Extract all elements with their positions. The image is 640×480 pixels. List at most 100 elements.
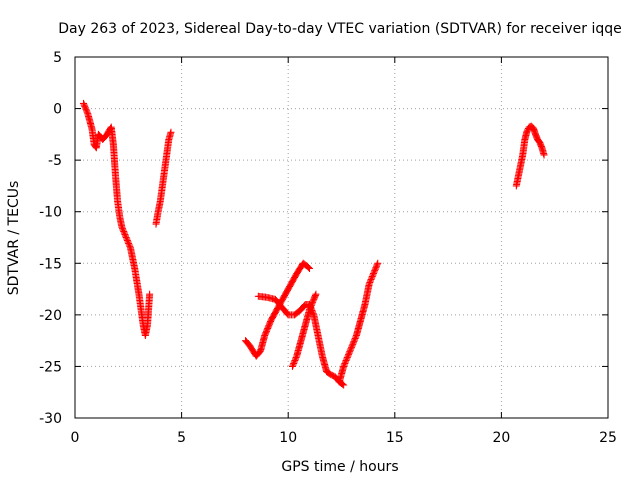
data-point: [351, 334, 359, 342]
series-arc1: [80, 99, 154, 339]
data-point: [348, 342, 356, 350]
data-point: [121, 231, 129, 239]
data-point: [292, 355, 300, 363]
data-point: [83, 107, 91, 115]
data-point: [146, 290, 154, 298]
data-point: [343, 354, 351, 362]
data-point: [345, 351, 353, 359]
series-arc3: [242, 259, 314, 360]
series-arc2: [152, 128, 175, 228]
data-point: [119, 226, 127, 234]
series-arc7: [512, 122, 548, 190]
data-point: [119, 225, 127, 233]
data-point: [82, 105, 90, 113]
data-point: [373, 262, 381, 270]
y-tick-label: 0: [53, 102, 62, 118]
x-tick-label: 15: [386, 430, 404, 446]
data-points: [80, 99, 548, 389]
data-point: [340, 362, 348, 370]
data-point: [371, 265, 379, 273]
data-point: [118, 223, 126, 231]
chart-title: Day 263 of 2023, Sidereal Day-to-day VTE…: [58, 21, 622, 37]
data-point: [372, 264, 380, 272]
data-point: [365, 280, 373, 288]
x-tick-labels: 0 5 10 15 20 25: [71, 430, 617, 446]
data-point: [367, 275, 375, 283]
data-point: [120, 228, 128, 236]
data-point: [349, 339, 357, 347]
data-point: [290, 358, 298, 366]
x-tick-label: 0: [71, 430, 80, 446]
data-point: [288, 362, 296, 370]
data-point: [347, 345, 355, 353]
y-tick-label: -10: [39, 205, 62, 221]
data-point: [340, 381, 348, 389]
x-axis-label: GPS time / hours: [281, 459, 398, 475]
data-point: [289, 361, 297, 369]
axis-ticks: [74, 56, 609, 419]
data-point: [369, 271, 377, 279]
data-point: [167, 128, 175, 136]
data-point: [304, 263, 312, 271]
data-point: [350, 337, 358, 345]
x-tick-label: 10: [279, 430, 297, 446]
data-point: [366, 278, 374, 286]
data-point: [343, 355, 351, 363]
data-point: [345, 349, 353, 357]
data-point: [123, 236, 131, 244]
data-point: [368, 274, 376, 282]
y-tick-label: -15: [39, 256, 62, 272]
data-point: [306, 264, 314, 272]
data-point: [373, 261, 381, 269]
data-point: [120, 229, 128, 237]
data-point: [344, 352, 352, 360]
plot-frame: [74, 56, 609, 419]
data-point: [309, 298, 317, 306]
data-point: [81, 104, 89, 112]
x-tick-label: 5: [177, 430, 186, 446]
data-point: [124, 238, 132, 246]
data-point: [366, 277, 374, 285]
data-point: [80, 99, 88, 107]
y-tick-label: -20: [39, 308, 62, 324]
y-tick-label: 5: [53, 50, 62, 66]
y-tick-labels: 5 0 -5 -10 -15 -20 -25 -30: [39, 50, 62, 427]
data-point: [371, 267, 379, 275]
y-axis-label: SDTVAR / TECUs: [6, 181, 22, 296]
data-point: [306, 304, 314, 312]
data-point: [308, 300, 316, 308]
y-tick-label: -5: [48, 153, 62, 169]
data-point: [346, 348, 354, 356]
data-point: [368, 273, 376, 281]
data-point: [540, 151, 548, 159]
data-point: [123, 235, 131, 243]
data-point: [341, 359, 349, 367]
data-point: [290, 359, 298, 367]
data-point: [307, 303, 315, 311]
x-tick-label: 20: [492, 430, 510, 446]
x-tick-label: 25: [599, 430, 617, 446]
data-point: [346, 346, 354, 354]
data-point: [374, 259, 382, 267]
data-point: [340, 361, 348, 369]
data-point: [370, 268, 378, 276]
data-point: [125, 239, 133, 247]
data-point: [351, 336, 359, 344]
data-point: [369, 270, 377, 278]
data-point: [80, 101, 88, 109]
data-point: [341, 358, 349, 366]
data-point: [125, 241, 133, 249]
y-tick-label: -30: [39, 411, 62, 427]
data-point: [307, 301, 315, 309]
series-arc5: [288, 290, 320, 370]
y-tick-label: -25: [39, 359, 62, 375]
data-point: [291, 357, 299, 365]
series-arc4: [254, 292, 348, 389]
data-point: [126, 242, 134, 250]
data-point: [122, 234, 130, 241]
data-point: [306, 306, 314, 314]
data-point: [312, 290, 320, 298]
data-point: [342, 357, 350, 365]
grid-lines: [75, 57, 608, 418]
